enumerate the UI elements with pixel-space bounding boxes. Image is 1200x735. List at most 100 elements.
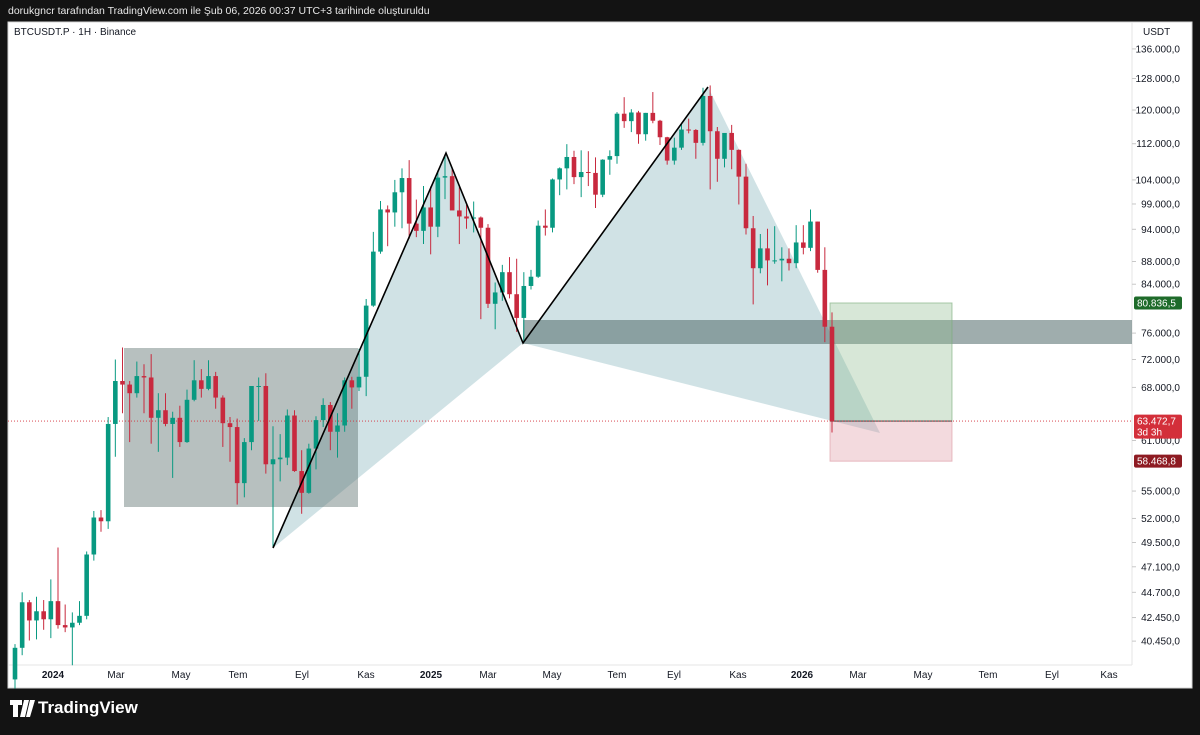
- candle-body: [808, 221, 813, 248]
- candle-body: [55, 601, 61, 626]
- range-box: [124, 348, 358, 507]
- price-tag: [1134, 454, 1182, 468]
- price-tick-label: 99.000,0: [1141, 199, 1180, 210]
- candle-body: [815, 221, 820, 270]
- candle-body: [421, 207, 426, 231]
- candle-body: [399, 178, 405, 193]
- candle-body: [285, 415, 290, 458]
- candle-body: [435, 177, 441, 227]
- candle-body: [607, 156, 613, 160]
- candle-body: [657, 120, 663, 138]
- candle-body: [629, 112, 634, 122]
- pattern-triangle: [523, 87, 880, 433]
- time-tick-label: May: [914, 670, 933, 681]
- candle-body: [213, 376, 218, 398]
- candle-body: [772, 260, 777, 262]
- brand: TradingView: [10, 698, 139, 717]
- time-tick-label: Mar: [849, 670, 867, 681]
- candle-body: [342, 380, 347, 426]
- candle-body: [148, 377, 154, 418]
- candle-body: [485, 227, 491, 304]
- candle-body: [356, 376, 362, 388]
- candle-body: [672, 147, 677, 161]
- candle-body: [715, 131, 720, 159]
- price-tag-countdown: 3d 3h: [1137, 428, 1162, 439]
- candle-body: [507, 272, 512, 295]
- candle-body: [801, 242, 806, 248]
- candle-body: [492, 292, 498, 304]
- brand-logo: [10, 700, 35, 717]
- candle-body: [371, 251, 376, 306]
- header-caption: dorukgncr tarafından TradingView.com ile…: [8, 5, 430, 17]
- price-tag: [1134, 414, 1182, 439]
- candle-body: [650, 112, 656, 121]
- candle-body: [27, 602, 32, 621]
- price-tick-label: 128.000,0: [1136, 74, 1181, 85]
- candle-body: [120, 381, 125, 385]
- candle-body: [414, 223, 419, 231]
- candle-body: [191, 380, 197, 400]
- price-tick-label: 72.000,0: [1141, 355, 1180, 366]
- candle-body: [48, 601, 54, 620]
- candle-body: [686, 129, 691, 131]
- price-tick-label: 42.450,0: [1141, 613, 1180, 624]
- candle-body: [457, 210, 462, 217]
- candle-body: [349, 380, 355, 388]
- price-tick-label: 49.500,0: [1141, 538, 1180, 549]
- time-tick-label: Eyl: [295, 670, 309, 681]
- candle-body: [578, 171, 584, 178]
- candle-body: [406, 178, 412, 224]
- target-zone: [829, 302, 953, 422]
- candle-body: [643, 112, 648, 135]
- candle-body: [571, 156, 577, 178]
- candle-body: [442, 176, 448, 178]
- candle-body: [184, 399, 190, 443]
- candle-body: [41, 611, 46, 620]
- price-tick-label: 104.000,0: [1136, 175, 1181, 186]
- price-tick-label: 120.000,0: [1136, 106, 1181, 117]
- candle-body: [320, 404, 326, 421]
- candle-body: [270, 459, 276, 465]
- candle-body: [471, 217, 476, 219]
- candle-body: [313, 420, 319, 449]
- price-tag-label: 63.472,7: [1137, 417, 1176, 428]
- candle-body: [593, 172, 598, 195]
- symbol-title: BTCUSDT.P · 1H · Binance: [14, 27, 137, 38]
- candle-body: [528, 276, 534, 286]
- time-tick-label: Kas: [729, 670, 746, 681]
- candle-body: [227, 423, 233, 428]
- candle-body: [306, 448, 312, 493]
- stop-zone: [829, 420, 953, 462]
- candle-body: [700, 95, 706, 143]
- time-tick-label: Kas: [357, 670, 374, 681]
- time-tick-label: Mar: [107, 670, 125, 681]
- candle-body: [363, 305, 369, 377]
- price-tick-label: 76.000,0: [1141, 329, 1180, 340]
- candle-body: [478, 217, 484, 228]
- currency-label: USDT: [1143, 27, 1170, 38]
- candle-body: [127, 384, 132, 394]
- candle-body: [156, 410, 161, 418]
- candle-body: [34, 611, 39, 621]
- candle-body: [335, 425, 340, 432]
- time-tick-label: 2026: [791, 670, 814, 681]
- price-tick-label: 44.700,0: [1141, 588, 1180, 599]
- time-tick-label: Eyl: [667, 670, 681, 681]
- candle-body: [464, 216, 469, 219]
- price-tick-label: 136.000,0: [1136, 44, 1181, 55]
- price-tick-label: 84.000,0: [1141, 280, 1180, 291]
- candle-body: [206, 376, 211, 389]
- time-tick-label: 2024: [42, 670, 65, 681]
- candle-body: [242, 442, 247, 484]
- time-tick-label: Eyl: [1045, 670, 1059, 681]
- time-tick-label: Tem: [229, 670, 248, 681]
- candle-body: [378, 209, 383, 252]
- candle-body: [729, 132, 734, 150]
- candles: [12, 85, 835, 689]
- candle-body: [91, 517, 97, 555]
- candle-body: [249, 385, 254, 443]
- candle-body: [829, 326, 835, 422]
- candle-body: [292, 415, 297, 472]
